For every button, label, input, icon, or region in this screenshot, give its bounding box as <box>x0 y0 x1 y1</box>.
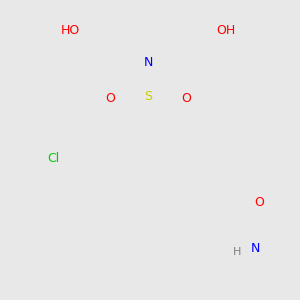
Text: O: O <box>254 196 264 208</box>
Text: OH: OH <box>216 23 235 37</box>
Text: N: N <box>250 242 260 254</box>
Text: N: N <box>143 56 153 68</box>
Text: Cl: Cl <box>47 152 59 166</box>
Text: O: O <box>181 92 191 104</box>
Text: O: O <box>105 92 115 104</box>
Text: H: H <box>233 247 241 257</box>
Text: HO: HO <box>61 23 80 37</box>
Text: S: S <box>144 89 152 103</box>
